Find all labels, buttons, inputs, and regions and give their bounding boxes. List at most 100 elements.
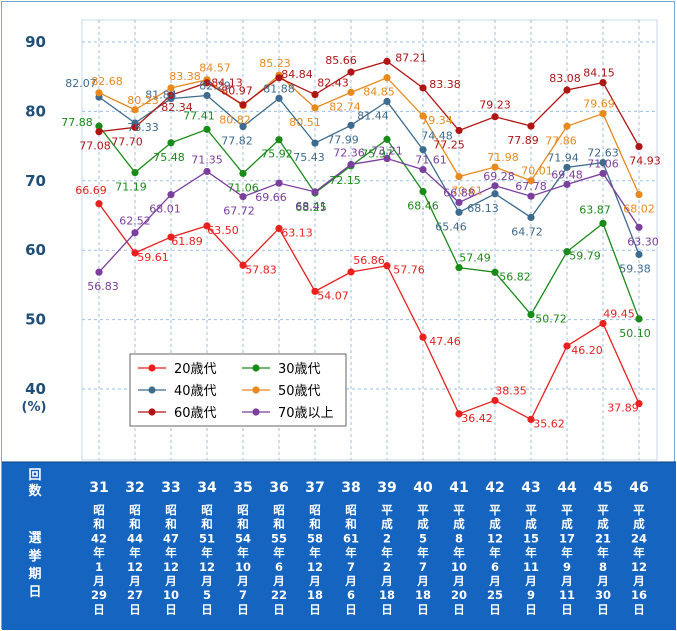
footer-date-header-char: 期 [28, 567, 41, 582]
data-label: 57.76 [393, 264, 425, 277]
y-axis-unit: (%) [22, 400, 47, 415]
footer-date-token: 7 [347, 560, 355, 574]
data-point [239, 101, 247, 109]
data-point [491, 113, 499, 121]
footer-date-token: 和 [201, 517, 213, 531]
footer-date-token: 18 [415, 588, 431, 602]
series-line-50歳代 [98, 74, 640, 195]
data-label: 70.01 [521, 165, 553, 178]
footer-date-header-char: 選 [28, 530, 41, 546]
data-label: 71.06 [587, 157, 619, 170]
data-label: 75.48 [153, 151, 185, 164]
data-label: 68.46 [407, 199, 439, 212]
data-point [203, 125, 211, 133]
data-label: 67.78 [515, 180, 547, 193]
data-label: 54.07 [317, 289, 349, 302]
data-point [455, 172, 463, 181]
footer-date-token: 日 [345, 602, 357, 616]
footer-date-token: 42 [91, 531, 107, 545]
legend-entry-label: 60歳代 [174, 406, 217, 421]
series-40歳代 [95, 91, 643, 259]
footer-session-number: 43 [521, 480, 540, 496]
footer-date-token: 日 [525, 602, 537, 616]
data-label: 56.82 [499, 270, 531, 283]
footer-date-token: 平 [561, 503, 573, 517]
footer-date-token: 日 [201, 602, 213, 616]
data-point [635, 400, 643, 408]
footer-date-token: 昭 [129, 503, 141, 517]
footer-date-token: 9 [527, 588, 535, 602]
footer-date-token: 日 [93, 602, 105, 616]
footer-date-token: 年 [597, 546, 609, 560]
footer-date-token: 12 [631, 560, 647, 574]
footer-date-token: 成 [417, 517, 429, 531]
data-point [599, 109, 607, 118]
footer-date-token: 成 [489, 517, 501, 531]
data-point [563, 86, 571, 94]
data-label: 71.98 [487, 151, 519, 164]
data-label: 84.57 [199, 62, 231, 75]
footer-date-token: 月 [380, 574, 393, 588]
data-point [203, 91, 211, 100]
footer-date-token: 6 [275, 560, 283, 574]
footer-date-token: 和 [237, 517, 249, 531]
data-label: 80.82 [219, 114, 251, 127]
data-label: 70.61 [451, 185, 483, 198]
data-point [311, 287, 319, 295]
data-label: 67.72 [223, 205, 255, 218]
data-label: 77.89 [507, 134, 539, 147]
data-label: 56.83 [87, 280, 119, 293]
footer-date-token: 月 [272, 574, 285, 588]
footer-date-token: 24 [631, 531, 647, 545]
data-label: 80.23 [127, 94, 159, 107]
data-label: 63.50 [207, 224, 239, 237]
footer-date-token: 昭 [165, 503, 177, 517]
y-axis: 40 50 60 70 80 90 (%) [22, 33, 47, 415]
footer-session-number: 33 [161, 480, 180, 496]
footer-date-token: 昭 [93, 503, 105, 517]
footer-date-token: 成 [525, 517, 537, 531]
data-point [347, 88, 355, 96]
data-point [491, 163, 499, 171]
footer-date-token: 16 [631, 588, 647, 602]
data-label: 83.38 [169, 70, 201, 83]
footer-session-number: 38 [341, 480, 360, 496]
data-label: 57.49 [459, 252, 491, 265]
data-label: 81.84 [145, 89, 177, 102]
data-label: 69.28 [483, 170, 515, 183]
data-label: 85.66 [325, 54, 357, 67]
data-point [347, 160, 355, 169]
data-label: 36.42 [461, 412, 493, 425]
data-point [275, 136, 283, 144]
data-point [383, 97, 391, 106]
data-point [491, 396, 499, 405]
footer-date-token: 44 [127, 531, 143, 545]
footer-session-number: 46 [629, 480, 648, 496]
data-point [275, 179, 283, 187]
data-label: 57.83 [245, 263, 277, 276]
data-label: 71.19 [115, 181, 147, 194]
data-point [203, 79, 211, 87]
footer-date-token: 10 [235, 560, 251, 574]
data-point [347, 68, 355, 76]
data-point [239, 122, 247, 131]
data-point [347, 121, 355, 129]
data-label: 77.99 [327, 133, 359, 146]
data-point [563, 342, 571, 350]
data-label: 78.33 [127, 121, 159, 134]
data-label: 62.52 [119, 215, 151, 228]
data-label: 49.45 [603, 307, 635, 320]
data-point [311, 139, 319, 147]
footer-date-token: 年 [561, 546, 573, 560]
data-label: 71.94 [547, 151, 579, 164]
footer-date-token: 18 [307, 588, 323, 602]
footer-date-token: 12 [307, 560, 323, 574]
data-point [419, 166, 427, 174]
data-label: 71.06 [227, 181, 259, 194]
data-point [491, 190, 499, 198]
footer-date-token: 年 [633, 546, 645, 560]
footer-date-token: 月 [452, 574, 465, 588]
footer-date-token: 11 [523, 560, 539, 574]
footer-date-token: 21 [595, 531, 611, 545]
